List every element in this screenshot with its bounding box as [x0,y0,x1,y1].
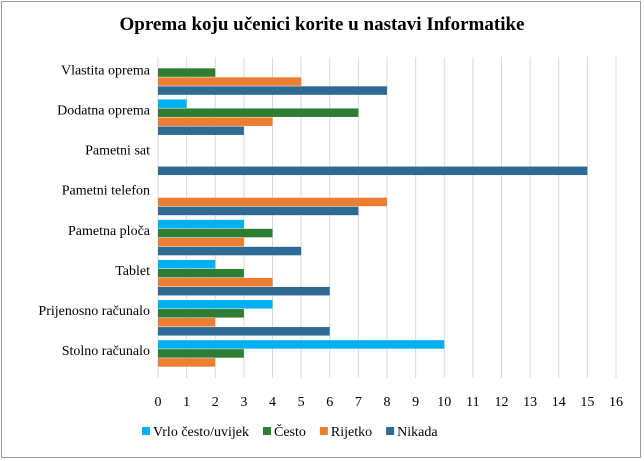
x-tick-label-11: 11 [466,395,479,410]
legend-swatch-cesto [262,427,271,435]
x-tick-label-14: 14 [552,395,566,410]
bar-pametna-ploca-rijetko [158,237,244,247]
legend-label-nikada: Nikada [397,425,438,440]
bar-tablet-cesto [158,268,244,278]
x-tick-label-5: 5 [298,395,305,410]
x-tick-label-10: 10 [437,395,451,410]
bar-prijenosno-racunalo-vrlo-cesto-uvijek [158,300,273,309]
x-tick-label-8: 8 [384,395,391,410]
bar-dodatna-oprema-vrlo-cesto-uvijek [158,99,187,108]
bar-pametna-ploca-vrlo-cesto-uvijek [158,219,244,229]
category-label-vlastita-oprema: Vlastita oprema [61,63,151,78]
bar-pametni-telefon-rijetko [158,197,387,207]
legend: Vrlo često/uvijek Često Rijetko Nikada [142,423,438,440]
bar-pametni-sat-nikada [158,166,588,176]
legend-swatch-vrlo-cesto-uvijek [142,427,150,435]
bar-stolno-racunalo-rijetko [158,358,216,367]
category-label-pametni-sat: Pametni sat [85,144,150,159]
bar-stolno-racunalo-cesto [158,349,244,358]
x-tick-label-16: 16 [609,395,623,410]
category-label-prijenosno-racunalo: Prijenosno računalo [38,304,150,319]
chart-title: Oprema koju učenici korite u nastavi Inf… [120,14,525,35]
bar-dodatna-oprema-rijetko [158,117,273,126]
x-axis-ticks: 0 1 2 3 4 5 6 7 8 9 10 11 12 13 14 15 16 [155,395,624,410]
x-tick-label-15: 15 [580,395,594,410]
bar-vlastita-oprema-nikada [158,86,387,95]
bar-prijenosno-racunalo-rijetko [158,318,216,327]
category-label-stolno-racunalo: Stolno računalo [62,344,150,359]
legend-label-cesto: Često [274,423,306,440]
bar-pametna-ploca-nikada [158,246,302,256]
x-tick-label-2: 2 [212,395,219,410]
legend-swatch-nikada [386,427,395,435]
bar-tablet-rijetko [158,277,273,287]
x-tick-label-12: 12 [495,395,509,410]
x-tick-label-6: 6 [326,395,333,410]
category-labels: Vlastita oprema Dodatna oprema Pametni sat… [38,63,150,359]
category-label-pametni-telefon: Pametni telefon [62,184,150,199]
category-label-tablet: Tablet [115,264,150,279]
bar-prijenosno-racunalo-cesto [158,309,244,318]
category-label-dodatna-oprema: Dodatna oprema [57,103,151,118]
legend-swatch-rijetko [319,427,328,435]
bar-tablet-vrlo-cesto-uvijek [158,259,216,269]
x-tick-label-3: 3 [240,395,247,410]
bar-vlastita-oprema-cesto [158,68,216,77]
bar-tablet-nikada [158,286,330,296]
legend-label-rijetko: Rijetko [331,425,372,440]
x-tick-label-4: 4 [269,395,276,410]
bars [158,68,588,367]
x-tick-label-7: 7 [355,395,362,410]
bar-pametni-telefon-nikada [158,206,359,216]
x-tick-label-9: 9 [412,395,419,410]
bar-prijenosno-racunalo-nikada [158,327,330,336]
x-tick-label-1: 1 [183,395,190,410]
bar-dodatna-oprema-nikada [158,126,244,135]
bar-pametna-ploca-cesto [158,228,273,238]
x-tick-label-13: 13 [523,395,537,410]
bar-vlastita-oprema-rijetko [158,77,302,86]
bar-dodatna-oprema-cesto [158,108,359,117]
bar-stolno-racunalo-vrlo-cesto-uvijek [158,340,445,349]
x-tick-label-0: 0 [155,395,162,410]
legend-label-vrlo-cesto-uvijek: Vrlo često/uvijek [153,425,249,440]
category-label-pametna-ploca: Pametna ploča [68,224,151,239]
